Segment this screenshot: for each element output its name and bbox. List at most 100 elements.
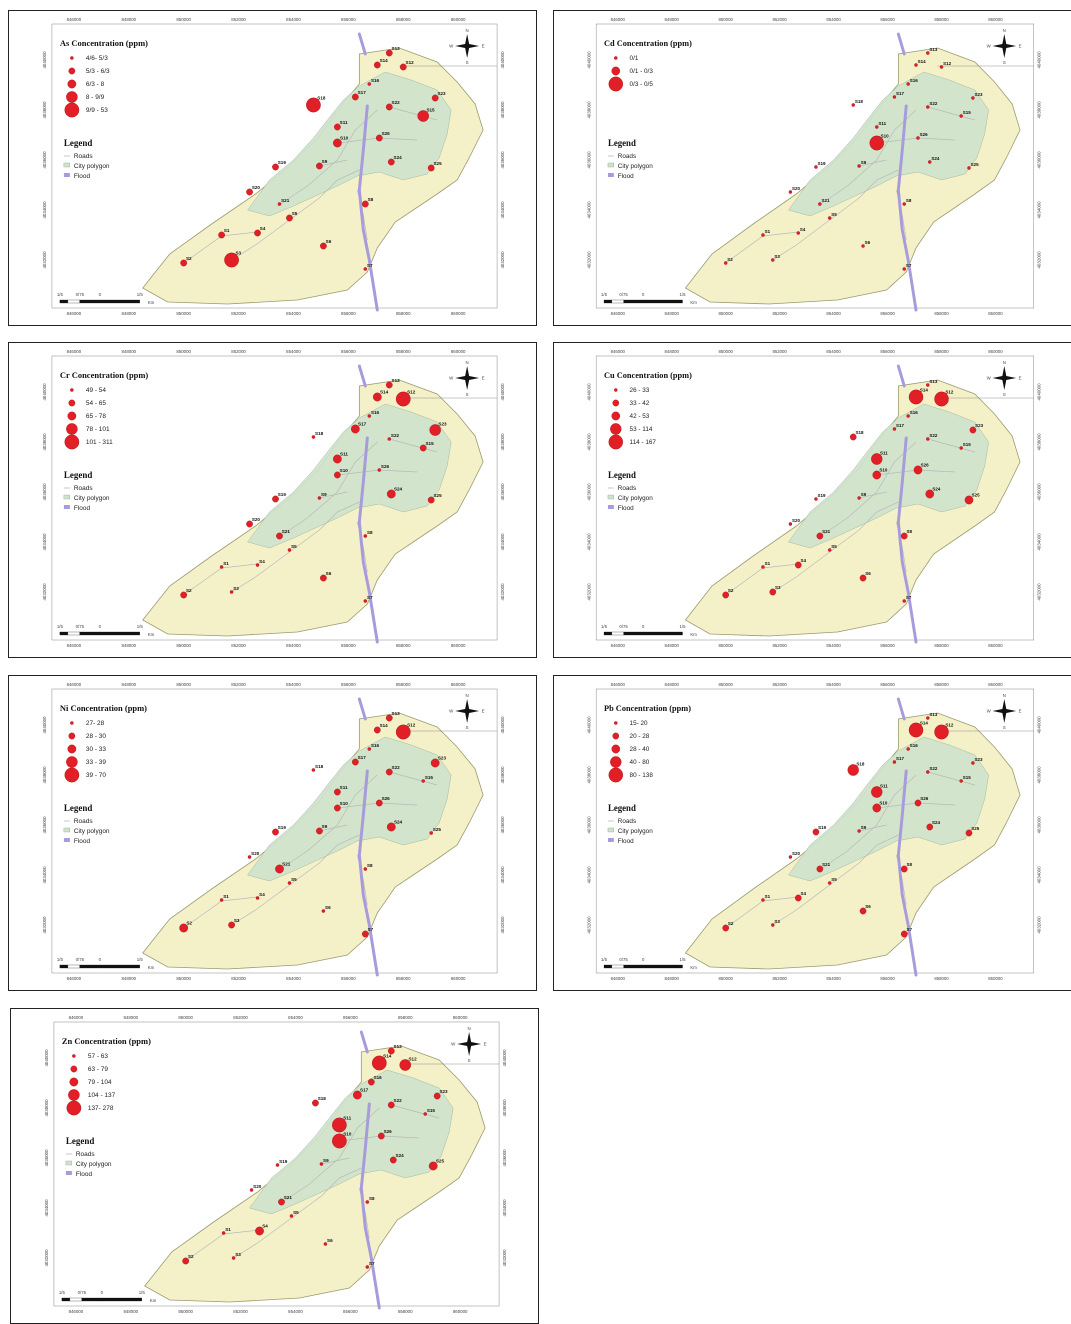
x-tick-label: 848000 <box>665 311 680 316</box>
compass-e: E <box>482 375 485 380</box>
sample-site-marker <box>255 896 260 900</box>
sample-site-marker <box>761 233 765 237</box>
compass-star <box>455 699 480 723</box>
sample-site-label: S24 <box>396 1153 405 1158</box>
sample-site-marker <box>395 391 411 407</box>
sample-site-label: S7 <box>906 263 912 268</box>
y-tick-label: 4040000 <box>1037 383 1042 401</box>
y-tick-label: 4034000 <box>500 866 505 884</box>
x-tick-label: 852000 <box>772 682 787 687</box>
sample-site-label: S4 <box>801 558 807 563</box>
sample-site-marker <box>334 788 341 796</box>
sample-site-marker <box>333 138 342 148</box>
sample-site-marker <box>387 1101 395 1109</box>
x-tick-label: 858000 <box>934 643 949 648</box>
sample-site-label: S12 <box>407 390 416 395</box>
x-tick-label: 858000 <box>934 17 949 22</box>
sample-site-label: S17 <box>896 423 904 428</box>
scale-bar-segment <box>67 631 81 636</box>
sample-site-marker <box>333 454 342 464</box>
legend-symbol <box>66 756 78 768</box>
sample-site-marker <box>287 548 292 552</box>
map-panel: 846000 846000 848000 848000 850000 850000 8520… <box>553 675 1071 991</box>
sample-site-label: S5 <box>831 544 837 549</box>
sample-site-marker <box>219 898 224 902</box>
legend-symbol <box>70 1065 78 1073</box>
legend-class-label: 80 - 138 <box>630 772 654 779</box>
sample-site-label: S17 <box>358 755 367 760</box>
sample-site-label: S26 <box>382 131 391 136</box>
scale-bar-label: 0/75 <box>78 1290 87 1295</box>
sample-site-marker <box>926 770 930 774</box>
sample-site-marker <box>427 496 435 504</box>
y-tick-label: 4032000 <box>42 916 47 934</box>
sample-site-label: S8 <box>367 863 373 868</box>
sample-site-label: S9 <box>322 159 328 164</box>
x-tick-label: 856000 <box>880 976 895 981</box>
x-tick-label: 860000 <box>453 1015 468 1020</box>
sample-site-label: S13 <box>929 712 937 717</box>
legend-item-label: Flood <box>618 505 634 512</box>
x-tick-label: 858000 <box>396 349 411 354</box>
y-tick-label: 4038000 <box>586 766 591 784</box>
sample-site-marker <box>246 520 253 528</box>
legend-symbol <box>66 423 78 435</box>
scale-bar-unit: Km <box>148 632 155 637</box>
sample-site-marker <box>385 49 393 57</box>
sample-site-label: S22 <box>392 765 401 770</box>
x-tick-label: 860000 <box>988 311 1003 316</box>
legend-symbol <box>610 423 622 435</box>
y-tick-label: 4040000 <box>500 51 505 69</box>
x-tick-label: 850000 <box>176 682 191 687</box>
flood-channel <box>896 32 918 312</box>
sample-site-label: S19 <box>818 493 826 498</box>
sample-site-label: S18 <box>318 1096 327 1101</box>
sample-site-marker <box>317 496 322 500</box>
sample-site-marker <box>965 829 973 837</box>
legend-class-label: 4/6- 5/3 <box>86 55 108 62</box>
y-tick-label: 4038000 <box>586 101 591 119</box>
x-tick-label: 856000 <box>880 349 895 354</box>
sample-site-label: S7 <box>906 595 912 600</box>
x-tick-label: 846000 <box>69 1309 84 1314</box>
y-tick-label: 4038000 <box>500 433 505 451</box>
scale-bar-segment <box>643 964 683 969</box>
sample-site-marker <box>816 532 824 540</box>
legend-item-label: Flood <box>74 173 91 180</box>
x-tick-label: 848000 <box>665 976 680 981</box>
scale-bar-segment <box>611 631 624 636</box>
sample-site-marker <box>869 135 884 151</box>
sample-site-marker <box>275 864 284 874</box>
scale-bar-segment <box>603 631 613 636</box>
legend-symbol <box>69 1077 79 1087</box>
scale-bar-segment <box>643 299 683 304</box>
sample-site-marker <box>788 855 793 859</box>
x-tick-label: 854000 <box>286 311 301 316</box>
compass-n: N <box>468 1026 471 1031</box>
compass-e: E <box>482 43 485 48</box>
scale-bar-segment <box>67 299 81 304</box>
sample-site-label: S24 <box>394 819 403 824</box>
legend-item-label: Roads <box>74 485 93 492</box>
sample-site-marker <box>902 599 906 603</box>
compass-rose-icon: N S E W <box>987 28 1022 65</box>
sample-site-label: S14 <box>383 1054 392 1059</box>
sample-site-marker <box>272 163 279 171</box>
y-tick-label: 4040000 <box>1037 51 1042 69</box>
compass-star <box>455 34 480 58</box>
sample-site-marker <box>386 822 396 832</box>
x-tick-label: 856000 <box>341 17 356 22</box>
sample-site-marker <box>771 258 775 262</box>
sample-site-marker <box>794 894 802 902</box>
sample-site-marker <box>871 453 883 465</box>
legend-item-label: Roads <box>74 153 93 160</box>
sample-site-marker <box>367 82 372 86</box>
x-tick-label: 854000 <box>826 17 841 22</box>
scale-bar-segment <box>99 299 140 304</box>
y-tick-label: 4040000 <box>586 716 591 734</box>
scale-bar-segment <box>611 964 624 969</box>
sample-site-label: S6 <box>865 240 871 245</box>
map-frame <box>51 23 498 309</box>
legend-symbol <box>608 767 624 783</box>
legend-class-label: 53 - 114 <box>630 426 653 433</box>
